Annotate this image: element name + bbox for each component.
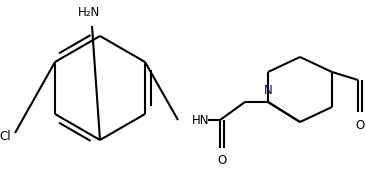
Text: O: O — [355, 119, 365, 132]
Text: HN: HN — [192, 114, 209, 126]
Text: Cl: Cl — [0, 129, 11, 143]
Text: N: N — [264, 84, 272, 97]
Text: O: O — [217, 154, 227, 167]
Text: H₂N: H₂N — [78, 6, 100, 19]
